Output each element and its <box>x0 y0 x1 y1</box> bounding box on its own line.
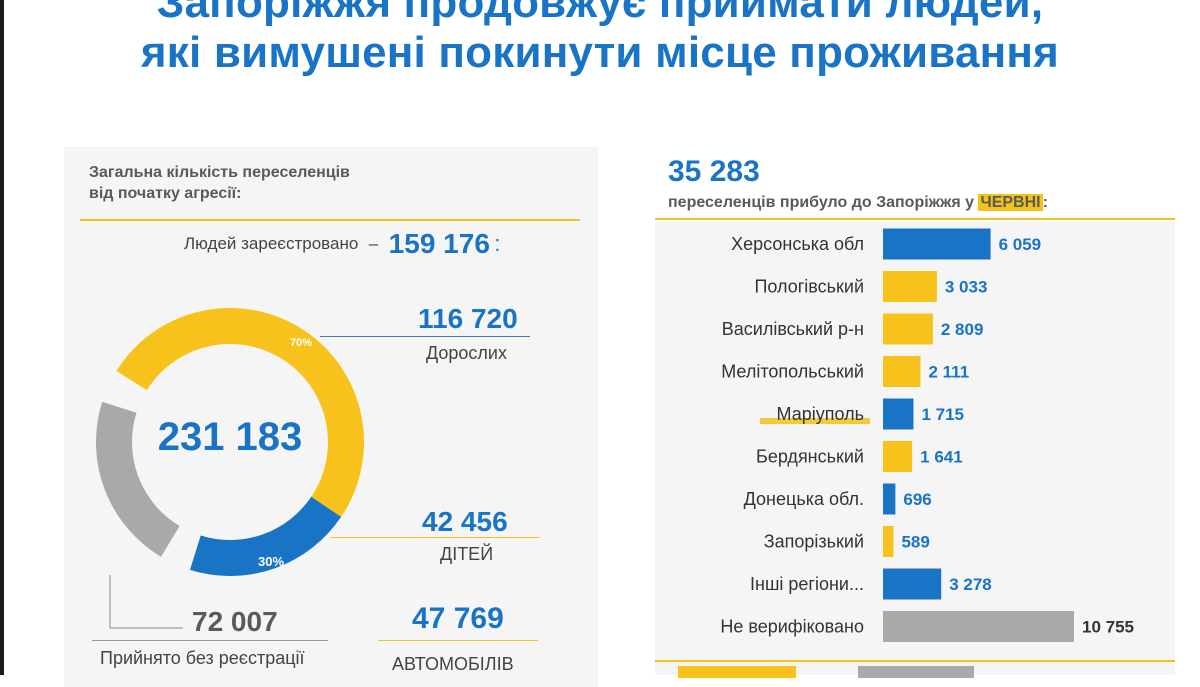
adults-rule <box>320 336 530 337</box>
unregistered-value: 72 007 <box>192 606 278 637</box>
bar <box>883 271 937 302</box>
registered-row: Людей зареєстровано – 159 176 : <box>184 228 500 260</box>
june-subtitle-prefix: переселенців прибуло до Запоріжжя у <box>668 194 979 211</box>
june-subtitle-suffix: : <box>1042 194 1048 211</box>
children-rule <box>330 537 540 538</box>
children-value: 42 456 <box>422 506 508 537</box>
bar-value-label: 2 111 <box>928 363 969 382</box>
bar-rows: Херсонська обл 6 059 Пологівський 3 033 Васи… <box>720 228 1134 642</box>
slice-label-70: 70% <box>290 337 312 349</box>
bar-value-label: 696 <box>903 490 931 509</box>
bar-category-label: Херсонська обл <box>731 234 864 254</box>
adults-label: Дорослих <box>426 343 507 363</box>
registered-value: 159 176 <box>388 228 490 259</box>
bar-category-label: Бердянський <box>756 447 864 467</box>
children-label: ДІТЕЙ <box>440 544 494 564</box>
donut-slice-2 <box>189 496 342 576</box>
bar <box>883 398 914 430</box>
bar-value-label: 10 755 <box>1082 618 1134 637</box>
left-panel-heading: Загальна кількість переселенців від поча… <box>89 162 429 204</box>
donut-slice-1 <box>116 308 364 520</box>
left-edge-border <box>0 0 4 675</box>
june-total-value: 35 283 <box>668 155 760 188</box>
bar-value-label: 2 809 <box>941 320 984 339</box>
bar-category-label: Запорізький <box>764 532 864 552</box>
unregistered-label: Прийнято без реєстрації <box>100 648 305 668</box>
mariupol-underline-highlight <box>760 418 870 424</box>
bar <box>883 568 942 600</box>
donut-slice-3 <box>96 401 180 557</box>
left-heading-rule <box>80 219 580 221</box>
donut-slices <box>96 308 364 576</box>
adults-value: 116 720 <box>418 303 518 334</box>
bar-value-label: 6 059 <box>999 235 1042 254</box>
bar-value-label: 3 033 <box>945 278 988 297</box>
bar <box>883 228 991 260</box>
bar <box>883 356 921 387</box>
legend-strip-yellow <box>678 666 796 678</box>
right-heading-rule <box>655 218 1175 220</box>
bar <box>883 441 913 472</box>
bar <box>883 526 894 557</box>
bar-category-label: Маріуполь <box>777 404 864 424</box>
page-title-line-1: Запоріжжя продовжує приймати людей, <box>156 0 1044 27</box>
cars-label: АВТОМОБІЛІВ <box>392 654 514 674</box>
unregistered-rule <box>92 640 328 641</box>
bar-value-label: 589 <box>901 533 929 552</box>
june-month-highlight: ЧЕРВНІ <box>978 194 1043 211</box>
bar-category-label: Інші регіони... <box>750 574 864 594</box>
bar-category-label: Не верифіковано <box>720 617 864 637</box>
registered-dash: – <box>368 234 379 253</box>
total-displaced-value: 231 183 <box>157 415 303 459</box>
slice-label-30: 30% <box>258 554 284 569</box>
legend-strip-grey <box>858 666 974 678</box>
cars-value: 47 769 <box>412 602 504 635</box>
registered-label: Людей зареєстровано <box>184 234 359 253</box>
june-subtitle: переселенців прибуло до Запоріжжя у ЧЕРВ… <box>668 194 1048 212</box>
right-bottom-rule <box>655 660 1175 662</box>
page-title-line-2: які вимушені покинути місце проживання <box>140 28 1060 77</box>
bar-value-label: 1 715 <box>921 405 964 424</box>
left-heading-line-2: від початку агресії: <box>89 185 242 202</box>
bar-category-label: Мелітопольський <box>721 362 864 382</box>
bar-category-label: Василівський р-н <box>722 319 864 339</box>
cars-rule <box>378 640 538 641</box>
left-heading-line-1: Загальна кількість переселенців <box>89 164 350 181</box>
bar <box>883 313 933 345</box>
bar-value-label: 1 641 <box>920 448 963 467</box>
bar-value-label: 3 278 <box>949 575 992 594</box>
unregistered-leader-line <box>109 575 183 629</box>
bar-category-label: Донецька обл. <box>744 489 864 509</box>
registered-colon: : <box>494 231 501 256</box>
bar-category-label: Пологівський <box>754 277 864 297</box>
bar <box>883 611 1074 642</box>
bar <box>883 483 896 515</box>
